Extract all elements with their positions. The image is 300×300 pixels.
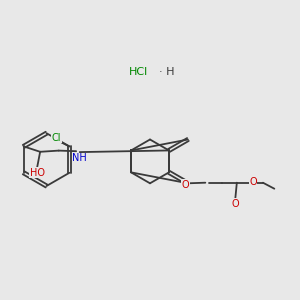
Text: O: O xyxy=(182,179,189,190)
Text: O: O xyxy=(232,199,239,209)
Text: Cl: Cl xyxy=(52,133,61,143)
Text: · H: · H xyxy=(159,67,175,77)
Text: O: O xyxy=(249,177,257,187)
Text: HCl: HCl xyxy=(129,67,148,77)
Text: NH: NH xyxy=(72,153,87,164)
Text: HO: HO xyxy=(30,168,45,178)
